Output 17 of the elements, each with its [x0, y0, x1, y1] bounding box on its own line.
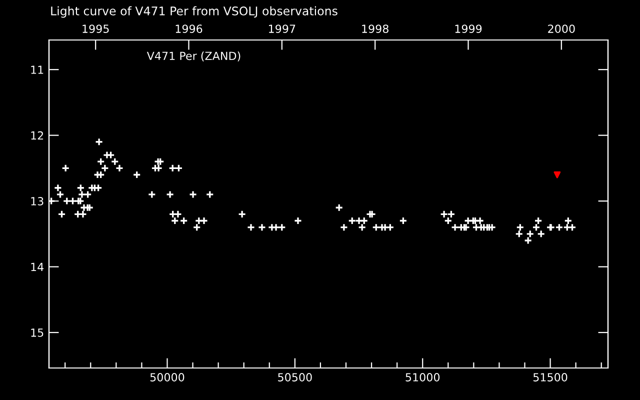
- x2-tick-label: 1996: [176, 24, 202, 33]
- x2-tick-label: 1998: [362, 24, 388, 33]
- x2-tick-label: 2000: [548, 24, 575, 33]
- y-tick-label: 15: [31, 328, 44, 337]
- y-tick-label: 11: [31, 66, 44, 74]
- x-tick-label: 51500: [533, 373, 568, 382]
- y-tick-label: 13: [31, 197, 44, 206]
- y-tick-label: 12: [31, 131, 44, 140]
- x-tick-label: 50000: [150, 373, 184, 382]
- x-tick-label: 51000: [406, 373, 440, 382]
- y-tick-label: 14: [31, 262, 44, 271]
- x2-tick-label: 1997: [269, 24, 296, 33]
- x-tick-label: 50500: [278, 373, 312, 382]
- x2-tick-label: 1999: [455, 24, 482, 33]
- x2-tick-label: 1995: [82, 24, 109, 33]
- chart-title: Light curve of V471 Per from VSOLJ observations: [51, 6, 338, 18]
- annotation: V471 Per (ZAND): [146, 51, 240, 62]
